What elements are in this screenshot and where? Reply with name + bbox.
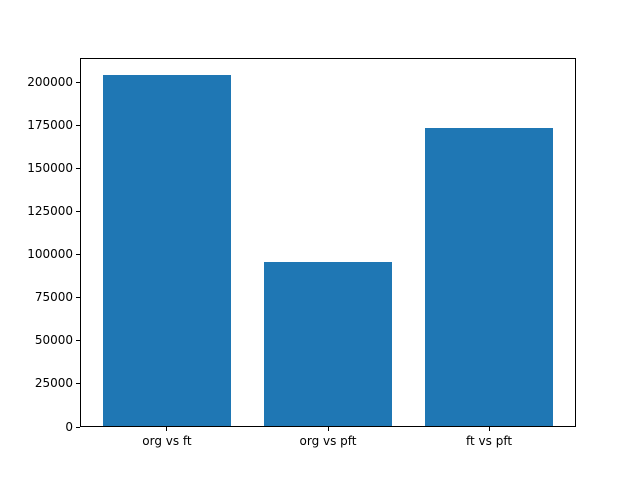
bar-ft-vs-pft — [424, 127, 554, 426]
y-axis-tick-label: 125000 — [27, 204, 73, 219]
x-axis-tick-label: org vs pft — [299, 434, 357, 448]
y-axis-tick-label: 0 — [65, 419, 73, 434]
y-axis-tick-label: 175000 — [27, 118, 73, 133]
x-axis-tick-mark — [488, 427, 490, 431]
bar-org-vs-ft — [102, 74, 232, 426]
x-axis-tick-mark — [166, 427, 168, 431]
y-axis-tick-label: 150000 — [27, 161, 73, 176]
x-axis-tick-label: org vs ft — [142, 434, 192, 448]
y-axis-tick-label: 100000 — [27, 247, 73, 262]
x-axis-tick-label: ft vs pft — [466, 434, 513, 448]
plot-area — [80, 58, 576, 427]
y-axis-tick-label: 25000 — [34, 376, 73, 391]
x-axis-tick-mark — [327, 427, 329, 431]
bar-org-vs-pft — [263, 262, 393, 426]
y-axis-tick-label: 75000 — [34, 290, 73, 305]
y-axis-tick-label: 50000 — [34, 333, 73, 348]
y-axis-tick-label: 200000 — [27, 74, 73, 89]
